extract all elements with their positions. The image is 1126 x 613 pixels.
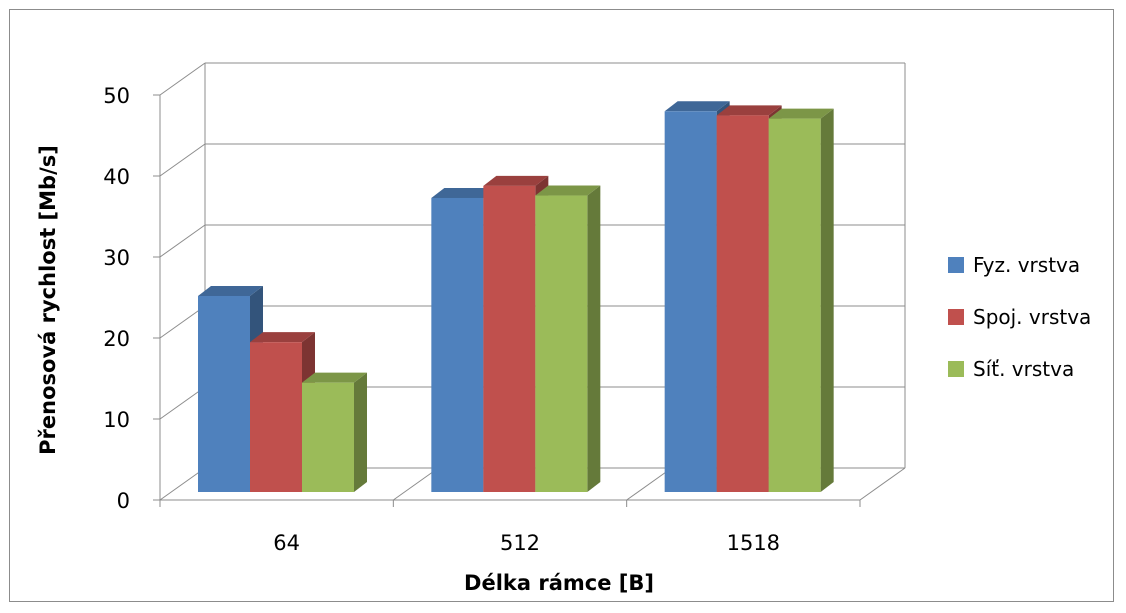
bar-top — [664, 101, 730, 112]
bar-top — [716, 105, 782, 116]
legend: Fyz. vrstva Spoj. vrstva Síť. vrstva — [948, 253, 1091, 381]
bar-front — [535, 195, 588, 493]
legend-item: Spoj. vrstva — [948, 305, 1091, 329]
bar-front — [483, 185, 536, 492]
y-tick-label: 30 — [103, 246, 130, 270]
y-tick-label: 20 — [103, 327, 130, 351]
y-axis-title: Přenosová rychlost [Mb/s] — [36, 145, 60, 455]
legend-item: Síť. vrstva — [948, 357, 1074, 381]
legend-label: Fyz. vrstva — [973, 253, 1080, 277]
bar-front — [664, 111, 717, 493]
bar-front — [250, 342, 302, 492]
bar-front — [302, 382, 354, 492]
bar-64-3 — [302, 372, 367, 492]
bar-top — [535, 185, 601, 196]
x-axis-title: Délka rámce [B] — [464, 571, 654, 595]
bar-top — [431, 187, 497, 198]
legend-item: Fyz. vrstva — [948, 253, 1080, 277]
side-gridline — [159, 62, 206, 96]
legend-swatch — [948, 361, 964, 377]
y-tick-label: 40 — [103, 165, 130, 189]
legend-label: Síť. vrstva — [973, 357, 1074, 381]
bar-side — [587, 185, 601, 493]
bar-top — [483, 175, 549, 186]
y-tick-labels: 0 10 20 30 40 50 — [103, 84, 130, 513]
bars — [198, 101, 834, 493]
y-tick-label: 0 — [117, 489, 130, 513]
x-tick-label: 64 — [273, 531, 300, 555]
bar-front — [768, 118, 821, 492]
bar-front — [431, 197, 484, 492]
bar-side — [354, 372, 367, 492]
legend-swatch — [948, 257, 964, 273]
side-gridline — [159, 467, 206, 501]
bar-top — [768, 108, 834, 119]
bar-512-3 — [535, 185, 601, 493]
bar-side — [820, 108, 834, 492]
floor-divider — [626, 467, 672, 501]
side-gridline — [159, 224, 206, 258]
x-tick-label: 512 — [500, 531, 540, 555]
bar-top — [302, 372, 367, 383]
x-tick-label: 1518 — [727, 531, 780, 555]
side-gridline — [159, 386, 206, 420]
y-tick-label: 10 — [103, 408, 130, 432]
x-tick-labels: 64 512 1518 — [273, 531, 780, 555]
bar-top — [250, 332, 315, 343]
side-gridline — [159, 143, 206, 177]
side-gridline — [159, 305, 206, 339]
legend-label: Spoj. vrstva — [973, 305, 1091, 329]
bar-1518-3 — [768, 108, 834, 492]
bar-front — [198, 295, 250, 492]
floor-divider — [393, 467, 439, 501]
y-tick-label: 50 — [103, 84, 130, 108]
legend-swatch — [948, 309, 964, 325]
bar-front — [716, 115, 769, 492]
floor-right-edge — [859, 467, 906, 501]
bar-top — [198, 285, 263, 296]
